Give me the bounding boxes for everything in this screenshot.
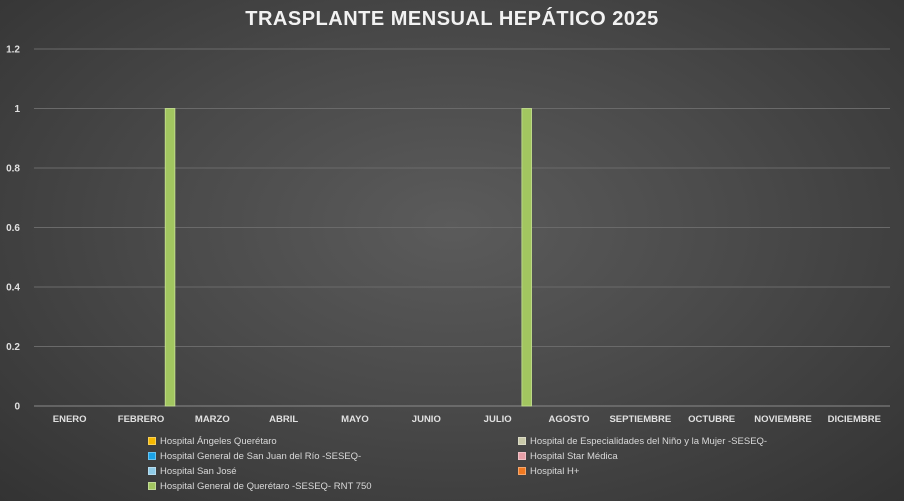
legend-swatch	[518, 437, 526, 445]
legend-item: Hospital Star Médica	[518, 449, 808, 463]
x-tick-label: JUNIO	[412, 414, 441, 425]
x-tick-label: OCTUBRE	[688, 414, 735, 425]
y-tick-label: 0	[14, 402, 20, 413]
legend-label: Hospital Ángeles Querétaro	[160, 435, 277, 447]
y-tick-label: 0.4	[6, 283, 20, 294]
bar	[164, 108, 176, 407]
legend-item: Hospital San José	[148, 464, 518, 478]
x-axis-ticks: ENERO FEBRERO MARZO ABRIL MAYO JUNIO JULIO AGOS…	[53, 414, 881, 425]
y-tick-label: 0.6	[6, 223, 20, 234]
y-tick-label: 1	[14, 104, 20, 115]
legend-swatch	[518, 467, 526, 475]
legend-label: Hospital H+	[530, 465, 580, 477]
x-tick-label: ENERO	[53, 414, 87, 425]
gridlines	[34, 48, 890, 407]
y-tick-label: 0.8	[6, 164, 20, 175]
x-tick-label: AGOSTO	[549, 414, 590, 425]
legend-label: Hospital de Especialidades del Niño y la…	[530, 435, 768, 447]
legend: Hospital Ángeles Querétaro Hospital de Es…	[148, 434, 808, 493]
legend-item: Hospital H+	[518, 464, 808, 478]
x-tick-label: ABRIL	[269, 414, 298, 425]
chart-title: TRASPLANTE MENSUAL HEPÁTICO 2025	[245, 8, 659, 30]
x-tick-label: MAYO	[341, 414, 369, 425]
bars	[164, 108, 532, 407]
legend-label: Hospital General de Querétaro -SESEQ- RN…	[160, 480, 372, 492]
legend-swatch	[148, 437, 156, 445]
legend-swatch	[148, 482, 156, 490]
legend-item: Hospital Ángeles Querétaro	[148, 434, 518, 448]
legend-swatch	[148, 467, 156, 475]
legend-item: Hospital General de San Juan del Río -SE…	[148, 449, 518, 463]
legend-swatch	[518, 452, 526, 460]
y-tick-label: 1.2	[6, 45, 20, 56]
y-axis-ticks: 0 0.2 0.4 0.6 0.8 1 1.2	[6, 45, 20, 413]
legend-label: Hospital General de San Juan del Río -SE…	[160, 450, 362, 462]
legend-item: Hospital General de Querétaro -SESEQ- RN…	[148, 479, 518, 493]
legend-label: Hospital San José	[160, 465, 237, 477]
legend-swatch	[148, 452, 156, 460]
bar	[521, 108, 532, 407]
x-tick-label: FEBRERO	[118, 414, 164, 425]
x-tick-label: SEPTIEMBRE	[609, 414, 671, 425]
x-tick-label: JULIO	[484, 414, 512, 425]
x-tick-label: MARZO	[195, 414, 230, 425]
y-tick-label: 0.2	[6, 342, 20, 353]
x-tick-label: NOVIEMBRE	[754, 414, 812, 425]
x-tick-label: DICIEMBRE	[828, 414, 881, 425]
legend-label: Hospital Star Médica	[530, 450, 618, 462]
legend-item: Hospital de Especialidades del Niño y la…	[518, 434, 808, 448]
